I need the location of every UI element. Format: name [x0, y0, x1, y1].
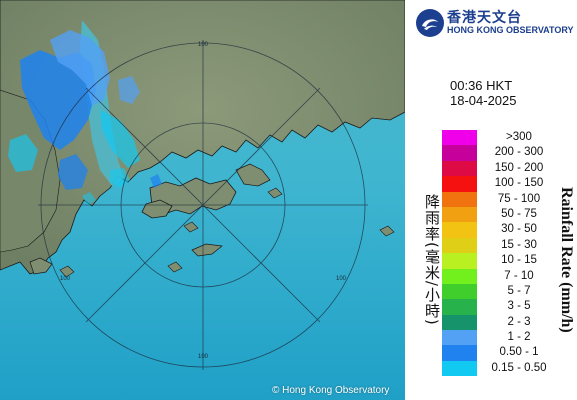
legend-swatch: [442, 176, 477, 192]
small-island-a: [59, 265, 75, 278]
org-name-english: HONG KONG OBSERVATORY: [447, 25, 574, 35]
legend-title-english: Rainfall Rate (mm/h): [558, 187, 575, 333]
legend-label: 100 - 150: [494, 177, 544, 190]
legend-swatch: [442, 253, 477, 269]
legend-label: 15 - 30: [501, 238, 537, 251]
legend-label: 3 - 5: [507, 300, 531, 313]
map-credit: © Hong Kong Observatory: [272, 385, 390, 396]
org-name-chinese: 香港天文台: [447, 10, 522, 26]
legend-label: 200 - 300: [494, 146, 544, 159]
legend-swatch: [442, 345, 477, 361]
small-island-d: [267, 187, 283, 199]
small-island-b: [167, 261, 183, 273]
eastern-peninsula: [235, 163, 271, 187]
range-rings: [38, 40, 368, 370]
legend-swatch: [442, 130, 477, 146]
legend-label: 1 - 2: [507, 331, 531, 344]
legend-label: 0.50 - 1: [499, 346, 539, 359]
west-islands: [29, 257, 53, 275]
legend-swatch: [442, 330, 477, 346]
legend-swatch: [442, 206, 477, 223]
legend-label: 2 - 3: [507, 315, 531, 328]
rain-echoes: [8, 30, 162, 206]
legend-swatch: [442, 283, 477, 300]
legend-swatch: [442, 237, 477, 254]
legend-label: 30 - 50: [501, 223, 537, 236]
legend-swatch: [442, 268, 477, 284]
legend-swatch: [442, 299, 477, 315]
lantau-island: [141, 199, 173, 219]
observation-time: 00:36 HKT: [450, 78, 513, 93]
small-island-c: [183, 221, 199, 233]
range-ring-labels: 100 100 100 100: [60, 42, 347, 360]
legend-swatch: [442, 160, 477, 177]
legend-swatch: [442, 360, 477, 377]
observation-date: 18-04-2025: [450, 93, 517, 108]
legend-swatch: [442, 314, 477, 331]
legend-swatch: [442, 222, 477, 238]
legend-label: 7 - 10: [504, 269, 534, 282]
legend-label: 5 - 7: [507, 284, 531, 297]
legend-label: 0.15 - 0.50: [491, 361, 547, 374]
legend-label: >300: [506, 131, 532, 143]
legend-label: 10 - 15: [501, 254, 537, 267]
info-panel: 香港天文台 HONG KONG OBSERVATORY 00:36 HKT 18…: [405, 0, 577, 400]
radar-map: 100 100 100 100 © Hong Kong Observatory: [0, 0, 405, 400]
legend-label: 50 - 75: [501, 207, 537, 220]
legend-swatch: [442, 191, 477, 207]
ring-label-north: 100: [198, 42, 209, 48]
ring-label-west: 100: [60, 276, 71, 282]
small-island-e: [379, 225, 395, 237]
ring-label-south: 100: [198, 354, 209, 360]
legend-label: 75 - 100: [497, 192, 541, 205]
legend-title-chinese: 降雨率(毫米/小時): [423, 194, 441, 326]
southern-islands: [191, 243, 223, 257]
legend-swatch: [442, 145, 477, 161]
legend-label: 150 - 200: [494, 161, 544, 174]
ring-label-east: 100: [336, 276, 347, 282]
hko-emblem-icon: [416, 9, 444, 37]
